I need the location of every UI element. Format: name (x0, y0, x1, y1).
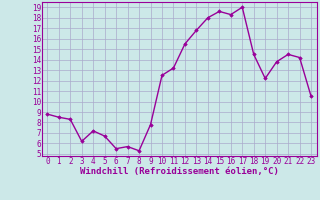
X-axis label: Windchill (Refroidissement éolien,°C): Windchill (Refroidissement éolien,°C) (80, 167, 279, 176)
